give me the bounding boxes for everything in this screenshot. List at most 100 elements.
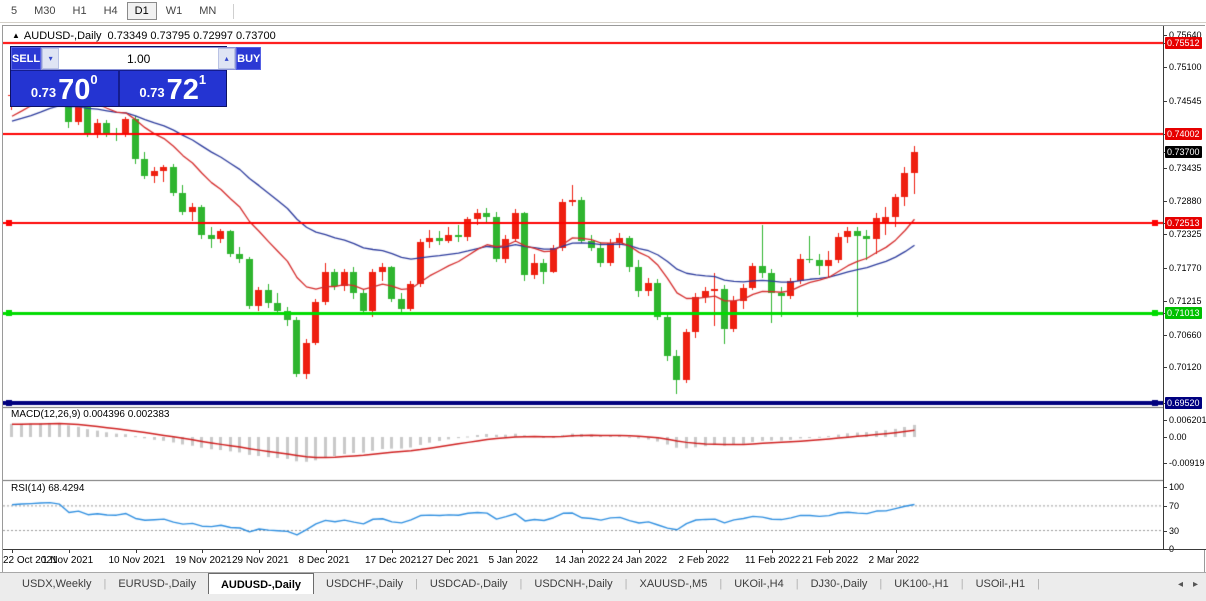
date-tick <box>582 550 583 553</box>
tab-separator: | <box>1037 578 1040 590</box>
axis-label: 0.74545 <box>1169 95 1202 106</box>
tab-scroll-left-icon[interactable]: ◂ <box>1177 579 1183 590</box>
axis-tick <box>1164 487 1167 489</box>
tab-separator: | <box>719 578 723 590</box>
axis-tick <box>1164 437 1167 438</box>
date-tick <box>392 550 393 553</box>
axis-tick <box>1164 419 1167 421</box>
axis-tick <box>1164 100 1167 102</box>
chart-tab-xauusd-m5[interactable]: XAUUSD-,M5 <box>639 578 708 590</box>
time-axis[interactable]: 22 Oct 2021 1 Nov 2021 10 Nov 2021 19 Nov 2… <box>3 550 1163 571</box>
timeframe-w1[interactable]: W1 <box>165 5 183 17</box>
date-label: 22 Oct 2021 <box>3 555 58 566</box>
tab-separator: | <box>879 578 883 590</box>
axis-tick <box>1164 234 1167 236</box>
chart-tab-usdx-weekly[interactable]: USDX,Weekly <box>22 578 92 590</box>
sell-price-big: 70 <box>58 74 91 106</box>
date-tick <box>829 550 830 553</box>
chart-tab-usdchf-daily[interactable]: USDCHF-,Daily <box>326 578 404 590</box>
sell-price-panel[interactable]: 0.73 70 0 <box>11 71 118 106</box>
date-label: 14 Jan 2022 <box>555 555 611 566</box>
chart-tab-usoil-h1[interactable]: USOil-,H1 <box>975 578 1026 590</box>
axis-label: 0.70660 <box>1169 329 1202 340</box>
date-label: 2 Mar 2022 <box>868 555 920 566</box>
axis-tick <box>1164 367 1167 369</box>
volume-input[interactable] <box>59 48 219 69</box>
toolbar-separator <box>233 3 235 19</box>
axis-label: 0.73435 <box>1169 162 1202 173</box>
buy-price-big: 72 <box>166 74 199 106</box>
chevron-down-icon: ▾ <box>48 54 53 63</box>
chart-tab-uk100-h1[interactable]: UK100-,H1 <box>894 578 949 590</box>
sell-price-prefix: 0.73 <box>30 85 57 100</box>
price-badge: 0.75512 <box>1165 36 1202 49</box>
tab-separator: | <box>624 578 628 590</box>
chevron-up-icon: ▴ <box>224 54 229 63</box>
axis-tick <box>1164 530 1167 532</box>
chart-tab-eurusd-daily[interactable]: EURUSD-,Daily <box>118 578 196 590</box>
axis-label: 70 <box>1169 500 1180 511</box>
collapse-triangle-icon[interactable]: ▲ <box>12 31 20 40</box>
tab-separator: | <box>415 578 418 590</box>
buy-price-panel[interactable]: 0.73 72 1 <box>119 71 226 106</box>
volume-decrease-button[interactable]: ▾ <box>42 48 60 69</box>
timeframe-h1[interactable]: H1 <box>72 5 87 17</box>
price-badge: 0.73700 <box>1165 145 1202 158</box>
chart-tab-bar: USDX,Weekly | EURUSD-,Daily AUDUSD-,Daily US… <box>0 572 1206 601</box>
volume-increase-button[interactable]: ▴ <box>218 48 236 69</box>
macd-indicator-label: MACD(12,26,9) 0.004396 0.002383 <box>11 409 170 420</box>
axis-label: 0.70120 <box>1169 362 1202 373</box>
date-label: 8 Dec 2021 <box>298 555 350 566</box>
date-label: 29 Nov 2021 <box>232 555 289 566</box>
chart-ohlc-values: 0.73349 0.73795 0.72997 0.73700 <box>107 30 276 42</box>
axis-label: 0.72880 <box>1169 196 1202 207</box>
price-badge: 0.74002 <box>1165 127 1202 140</box>
sell-button[interactable]: SELL <box>11 47 42 70</box>
chart-tab-audusd-daily[interactable]: AUDUSD-,Daily <box>207 573 315 594</box>
price-axis[interactable]: 0.75640 0.75512 0.75100 0.74545 0.74002 0.737… <box>1163 26 1206 554</box>
buy-button[interactable]: BUY <box>236 47 262 70</box>
date-tick <box>449 550 450 553</box>
axis-label: 0.72325 <box>1169 229 1202 240</box>
price-badge: 0.71013 <box>1165 307 1202 320</box>
tab-separator: | <box>519 578 523 590</box>
axis-separator-line <box>3 549 1206 550</box>
axis-tick <box>1164 35 1167 36</box>
date-label: 1 Nov 2021 <box>42 555 94 566</box>
date-tick <box>259 550 260 553</box>
axis-tick <box>1164 267 1167 269</box>
axis-label: 0.00 <box>1169 432 1187 442</box>
chart-tab-dj30-daily[interactable]: DJ30-,Daily <box>810 578 868 590</box>
chart-tab-usdcnh-daily[interactable]: USDCNH-,Daily <box>534 578 613 590</box>
date-label: 17 Dec 2021 <box>365 555 422 566</box>
date-label: 19 Nov 2021 <box>175 555 232 566</box>
date-tick <box>515 550 517 553</box>
timeframe-5[interactable]: 5 <box>11 5 18 17</box>
date-tick <box>202 550 203 553</box>
chart-title: ▲ AUDUSD-,Daily 0.73349 0.73795 0.72997 0.… <box>12 30 276 42</box>
axis-tick <box>1164 505 1167 507</box>
timeframe-h4[interactable]: H4 <box>103 5 118 17</box>
price-chart-canvas[interactable] <box>3 26 1163 550</box>
timeframe-mn[interactable]: MN <box>199 5 217 17</box>
axis-label: 0.71770 <box>1169 262 1202 273</box>
axis-tick <box>1164 201 1167 203</box>
axis-label: 30 <box>1169 525 1180 536</box>
date-tick <box>772 550 773 553</box>
date-label: 2 Feb 2022 <box>678 555 730 566</box>
axis-label: 0.71215 <box>1169 296 1202 307</box>
axis-label: 0.75640 <box>1169 30 1202 40</box>
chart-tab-ukoil-h4[interactable]: UKOil-,H4 <box>734 578 784 590</box>
date-label: 5 Jan 2022 <box>488 555 539 566</box>
buy-price-sup: 1 <box>198 72 207 87</box>
chart-tab-usdcad-daily[interactable]: USDCAD-,Daily <box>429 578 508 590</box>
timeframe-d1[interactable]: D1 <box>126 2 157 20</box>
tab-scroll-right-icon[interactable]: ▸ <box>1192 579 1198 590</box>
sell-price-sup: 0 <box>90 72 98 87</box>
date-tick <box>69 550 70 553</box>
timeframe-m30[interactable]: M30 <box>34 5 56 17</box>
tab-separator: | <box>103 578 107 590</box>
timeframe-toolbar: 5 M30 H1 H4 D1 W1 MN <box>0 0 1206 23</box>
